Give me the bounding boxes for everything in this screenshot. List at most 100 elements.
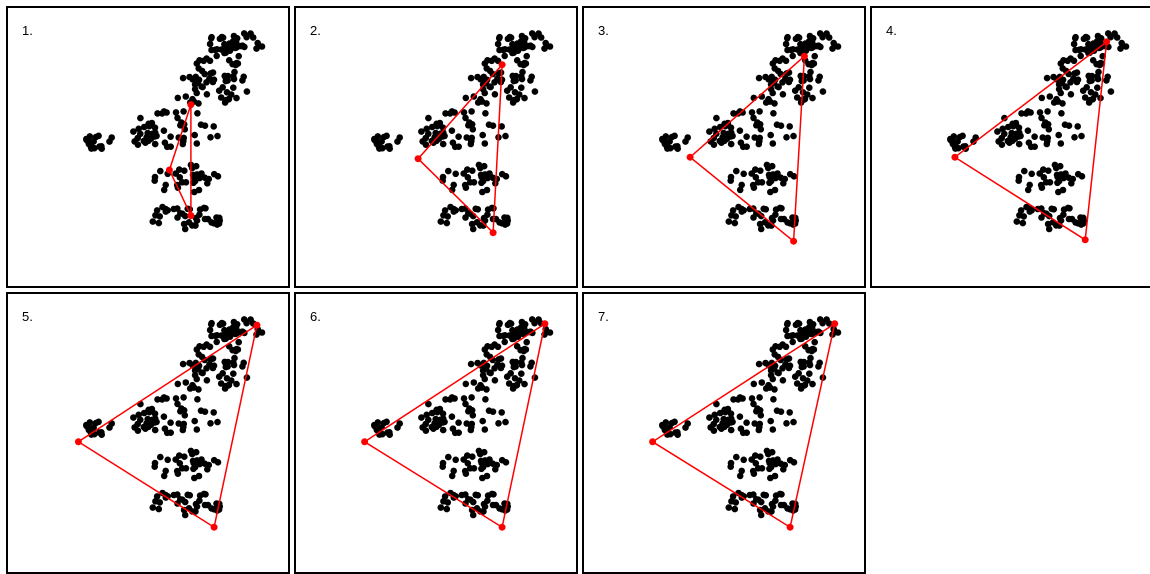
data-point <box>174 400 181 408</box>
data-point <box>203 341 210 348</box>
data-point <box>155 505 163 513</box>
data-point <box>182 379 190 386</box>
data-point <box>1017 207 1025 214</box>
data-point <box>756 108 763 115</box>
scatter-plot <box>947 30 1130 244</box>
data-point <box>162 181 169 189</box>
data-point <box>448 472 456 480</box>
data-point <box>489 501 497 509</box>
data-point <box>779 365 786 372</box>
panel-label: 4. <box>886 23 897 38</box>
data-point <box>733 453 740 461</box>
data-point <box>541 45 548 52</box>
data-point <box>727 463 734 470</box>
data-point <box>1045 225 1053 233</box>
data-point <box>727 415 735 422</box>
data-point <box>479 417 486 425</box>
data-point <box>779 341 786 348</box>
data-point <box>151 177 158 184</box>
data-point <box>729 207 737 214</box>
data-point <box>1071 134 1078 141</box>
data-point <box>671 132 678 140</box>
data-point <box>806 370 813 377</box>
data-point <box>147 135 155 143</box>
data-point <box>1026 208 1034 215</box>
panel-1: 1. <box>6 6 290 288</box>
data-point <box>435 421 443 429</box>
data-point <box>484 343 491 350</box>
data-point <box>771 472 779 480</box>
data-point <box>770 110 777 117</box>
data-point <box>233 380 240 388</box>
data-point <box>830 39 837 47</box>
data-point <box>155 219 163 227</box>
data-point <box>1042 179 1050 186</box>
data-point <box>467 140 475 148</box>
data-point <box>230 361 238 369</box>
data-point <box>727 140 735 148</box>
data-point <box>1038 94 1046 102</box>
data-point <box>757 225 765 233</box>
triangle-vertex-1 <box>187 101 195 109</box>
data-point <box>795 34 803 41</box>
data-point <box>194 110 201 117</box>
data-point <box>1062 67 1070 75</box>
data-point <box>474 206 482 213</box>
data-point <box>469 412 477 419</box>
data-point <box>770 396 777 403</box>
data-point <box>819 319 826 327</box>
data-point <box>531 33 538 41</box>
data-point <box>443 505 451 513</box>
data-point <box>786 456 794 464</box>
data-point <box>240 359 247 367</box>
data-point <box>479 131 486 139</box>
data-point <box>483 186 491 194</box>
data-point <box>1046 93 1054 100</box>
data-point <box>785 364 793 372</box>
data-point <box>727 129 735 136</box>
data-point <box>1057 140 1065 147</box>
data-point <box>757 453 764 460</box>
data-point <box>181 225 189 233</box>
data-point <box>495 70 502 77</box>
data-point <box>149 504 157 511</box>
data-point <box>757 511 765 519</box>
data-point <box>528 359 535 367</box>
scatter-plot <box>659 30 842 245</box>
data-point <box>501 52 508 60</box>
data-point <box>481 426 489 433</box>
data-point <box>481 375 488 383</box>
panel-2: 2. <box>294 6 578 288</box>
data-point <box>455 429 462 436</box>
data-point <box>1004 123 1012 131</box>
data-point <box>191 417 198 425</box>
data-point <box>135 125 142 133</box>
data-point <box>439 140 447 148</box>
data-point <box>172 395 180 402</box>
data-point <box>756 220 764 228</box>
data-point <box>162 467 169 475</box>
data-point <box>1074 170 1082 178</box>
data-point <box>498 456 506 464</box>
triangle-vertex-1 <box>831 320 839 328</box>
data-point <box>223 89 231 96</box>
data-point <box>994 128 1001 135</box>
data-point <box>779 79 786 86</box>
data-point <box>176 166 183 173</box>
data-point <box>210 456 218 464</box>
data-point <box>428 137 436 145</box>
data-point <box>501 214 508 221</box>
data-point <box>164 456 171 464</box>
data-point <box>207 134 214 141</box>
data-point <box>756 420 764 428</box>
data-point <box>736 472 744 480</box>
data-point <box>423 411 430 419</box>
data-point <box>805 60 812 68</box>
data-point <box>1073 78 1081 86</box>
data-point <box>769 375 776 383</box>
data-point <box>219 320 227 327</box>
data-point <box>795 370 802 377</box>
data-point <box>772 343 779 350</box>
data-point <box>970 138 977 145</box>
data-point <box>469 126 477 133</box>
